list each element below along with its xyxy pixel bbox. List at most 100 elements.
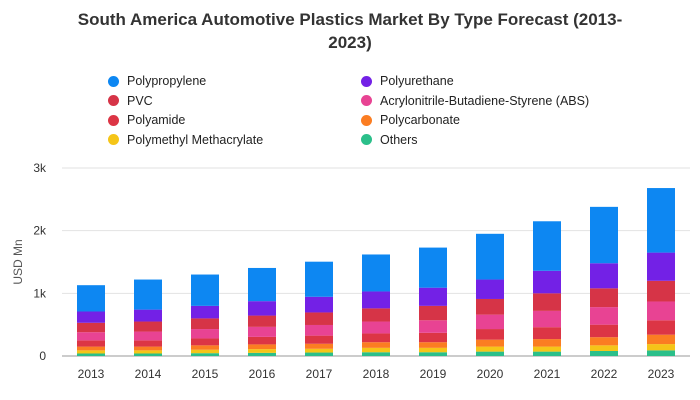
bar-acrylonitrile-butadiene-styrene-abs-2019 [419, 320, 447, 333]
bar-others-2013 [77, 353, 105, 356]
bar-polymethyl-methacrylate-2017 [305, 348, 333, 353]
bar-polymethyl-methacrylate-2019 [419, 347, 447, 353]
bar-polycarbonate-2018 [362, 342, 390, 348]
y-tick-label: 1k [33, 286, 47, 300]
y-axis-title: USD Mn [11, 239, 25, 284]
bar-polyamide-2019 [419, 332, 447, 343]
legend-item-polyamide[interactable]: Polyamide [108, 113, 185, 127]
bar-others-2018 [362, 352, 390, 356]
bar-others-2023 [647, 350, 675, 356]
legend-swatch [361, 75, 372, 87]
bar-polyamide-2018 [362, 333, 390, 343]
bar-polyamide-2016 [248, 336, 276, 345]
y-tick-label: 3k [33, 161, 47, 175]
bar-polycarbonate-2023 [647, 334, 675, 345]
bar-acrylonitrile-butadiene-styrene-abs-2023 [647, 301, 675, 321]
bar-polyurethane-2018 [362, 291, 390, 309]
legend-label: Polycarbonate [380, 113, 460, 127]
legend-swatch [108, 114, 119, 126]
bar-polyamide-2023 [647, 320, 675, 335]
bar-polymethyl-methacrylate-2023 [647, 344, 675, 351]
bar-polymethyl-methacrylate-2021 [533, 346, 561, 352]
bar-polymethyl-methacrylate-2022 [590, 345, 618, 351]
bar-polycarbonate-2021 [533, 339, 561, 347]
bar-acrylonitrile-butadiene-styrene-abs-2020 [476, 314, 504, 330]
legend-item-acrylonitrile-butadiene-styrene-abs[interactable]: Acrylonitrile-Butadiene-Styrene (ABS) [361, 94, 589, 108]
legend-label: Polypropylene [127, 74, 207, 88]
bar-polycarbonate-2015 [191, 345, 219, 350]
bar-others-2015 [191, 353, 219, 356]
x-tick-label: 2019 [420, 367, 447, 381]
bar-polycarbonate-2019 [419, 342, 447, 348]
legend-item-others[interactable]: Others [361, 133, 418, 147]
legend-swatch [108, 95, 119, 106]
legend-label: Polymethyl Methacrylate [127, 132, 264, 147]
bar-polypropylene-2015 [191, 274, 219, 306]
x-tick-label: 2023 [648, 367, 675, 381]
bar-polyamide-2015 [191, 338, 219, 346]
chart-title-line-1: South America Automotive Plastics Market… [77, 10, 623, 29]
bar-polyamide-2022 [590, 324, 618, 338]
bar-others-2014 [134, 353, 162, 356]
bar-polymethyl-methacrylate-2020 [476, 346, 504, 352]
bar-others-2017 [305, 352, 333, 356]
x-tick-label: 2017 [306, 367, 333, 381]
bar-polypropylene-2021 [533, 221, 561, 271]
bar-polyurethane-2014 [134, 309, 162, 322]
bar-pvc-2019 [419, 305, 447, 321]
bar-acrylonitrile-butadiene-styrene-abs-2015 [191, 329, 219, 339]
bar-pvc-2023 [647, 280, 675, 302]
legend-label: Polyamide [127, 113, 186, 127]
bar-polymethyl-methacrylate-2014 [134, 350, 162, 354]
bar-others-2021 [533, 351, 561, 356]
legend-item-pvc[interactable]: PVC [108, 94, 153, 108]
bar-pvc-2022 [590, 288, 618, 308]
bar-polypropylene-2023 [647, 188, 675, 253]
x-tick-label: 2018 [363, 367, 390, 381]
bar-polycarbonate-2016 [248, 344, 276, 350]
bar-acrylonitrile-butadiene-styrene-abs-2016 [248, 326, 276, 337]
x-tick-label: 2013 [78, 367, 105, 381]
bar-polyurethane-2015 [191, 305, 219, 319]
bar-polymethyl-methacrylate-2016 [248, 349, 276, 353]
bar-acrylonitrile-butadiene-styrene-abs-2014 [134, 331, 162, 341]
x-tick-label: 2022 [591, 367, 618, 381]
legend-item-polycarbonate[interactable]: Polycarbonate [361, 113, 460, 127]
bar-polymethyl-methacrylate-2018 [362, 347, 390, 353]
bar-polyurethane-2016 [248, 301, 276, 316]
bar-polycarbonate-2017 [305, 343, 333, 349]
legend-item-polyurethane[interactable]: Polyurethane [361, 74, 454, 88]
legend-item-polymethyl-methacrylate[interactable]: Polymethyl Methacrylate [108, 133, 263, 147]
chart-title-line-2: 2023) [328, 33, 372, 52]
legend-swatch [361, 114, 372, 126]
legend-label: Others [380, 132, 418, 147]
bar-pvc-2016 [248, 315, 276, 327]
bar-polyurethane-2013 [77, 311, 105, 323]
x-tick-label: 2015 [192, 367, 219, 381]
legend-swatch [361, 95, 372, 106]
bar-polyamide-2013 [77, 340, 105, 347]
legend-swatch [108, 134, 119, 145]
bar-polyurethane-2020 [476, 279, 504, 299]
x-tick-label: 2021 [534, 367, 561, 381]
bar-polycarbonate-2014 [134, 346, 162, 351]
legend-swatch [108, 75, 119, 87]
chart-title: South America Automotive Plastics Market… [0, 8, 700, 54]
bar-polypropylene-2016 [248, 267, 276, 302]
bar-polyurethane-2021 [533, 270, 561, 294]
legend-label: Acrylonitrile-Butadiene-Styrene (ABS) [380, 93, 590, 108]
bar-polyamide-2020 [476, 329, 504, 340]
bar-polyurethane-2023 [647, 252, 675, 281]
y-tick-label: 0 [39, 349, 46, 363]
bar-pvc-2020 [476, 298, 504, 315]
bar-pvc-2017 [305, 312, 333, 325]
bar-polycarbonate-2020 [476, 339, 504, 347]
legend-item-polypropylene[interactable]: Polypropylene [108, 74, 206, 88]
bar-polypropylene-2014 [134, 279, 162, 310]
bar-pvc-2015 [191, 318, 219, 330]
bar-polypropylene-2013 [77, 285, 105, 312]
legend-swatch [361, 134, 372, 145]
x-tick-label: 2014 [135, 367, 162, 381]
y-tick-label: 2k [33, 224, 47, 238]
